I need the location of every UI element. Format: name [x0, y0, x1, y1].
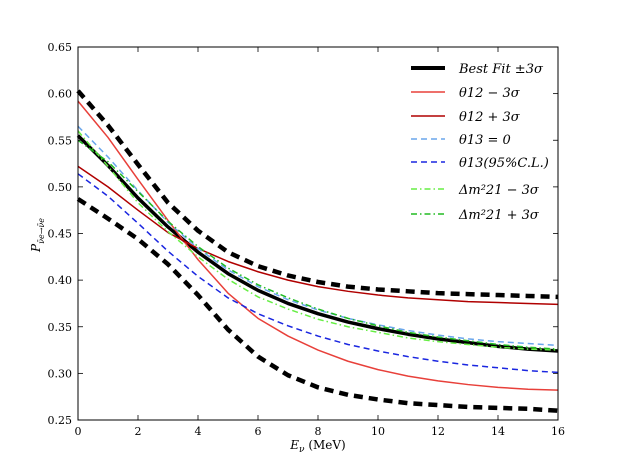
- x-tick-label: 14: [491, 425, 505, 438]
- legend-label-theta12-plus: θ12 + 3σ: [459, 110, 521, 125]
- series-line-2: [76, 197, 559, 413]
- y-tick-label: 0.45: [48, 228, 73, 241]
- series-line-6: [77, 173, 559, 374]
- y-tick-label: 0.50: [48, 181, 73, 194]
- svg-text:Pν̄e→ν̄e: Pν̄e→ν̄e: [29, 218, 46, 253]
- legend-label-theta12-minus: θ12 − 3σ: [459, 86, 521, 101]
- y-tick-label: 0.30: [48, 367, 73, 380]
- legend-label-theta13-zero: θ13 = 0: [459, 133, 511, 148]
- y-axis-label: Pν̄e→ν̄e: [29, 218, 46, 253]
- series-line-7: [77, 130, 559, 351]
- x-tick-label: 2: [135, 425, 142, 438]
- x-tick-label: 4: [195, 425, 202, 438]
- series-line-3: [77, 100, 559, 391]
- x-tick-label: 16: [551, 425, 565, 438]
- series-line-5: [77, 125, 559, 347]
- legend: Best Fit ±3σ θ12 − 3σ θ12 + 3σ θ13 = 0 θ…: [411, 62, 549, 223]
- x-tick-label: 0: [75, 425, 82, 438]
- curves: [76, 89, 559, 413]
- y-tick-label: 0.35: [48, 321, 73, 334]
- x-axis-label: Eν (MeV): [289, 438, 345, 455]
- series-line-4: [77, 165, 559, 306]
- series-line-8: [77, 139, 559, 350]
- x-tick-label: 10: [371, 425, 385, 438]
- legend-label-best-fit: Best Fit ±3σ: [458, 62, 544, 77]
- series-line-0: [76, 134, 559, 353]
- y-tick-label: 0.40: [48, 274, 73, 287]
- y-axis: 0.25 0.30 0.35 0.40 0.45 0.50 0.55 0.60 0.65: [48, 41, 558, 427]
- x-tick-label: 6: [255, 425, 262, 438]
- legend-label-dm21-plus: Δm²21 + 3σ: [458, 208, 540, 223]
- y-tick-label: 0.25: [48, 414, 73, 427]
- series-line-1: [76, 89, 559, 300]
- x-tick-label: 8: [315, 425, 322, 438]
- legend-label-theta13-cl: θ13(95%C.L.): [459, 156, 549, 171]
- y-tick-label: 0.55: [48, 134, 73, 147]
- y-tick-label: 0.60: [48, 88, 73, 101]
- x-axis: 0 2 4 6 8 10 12 14 16: [75, 47, 565, 438]
- x-tick-label: 12: [431, 425, 445, 438]
- legend-label-dm21-minus: Δm²21 − 3σ: [458, 183, 540, 198]
- y-tick-label: 0.65: [48, 41, 73, 54]
